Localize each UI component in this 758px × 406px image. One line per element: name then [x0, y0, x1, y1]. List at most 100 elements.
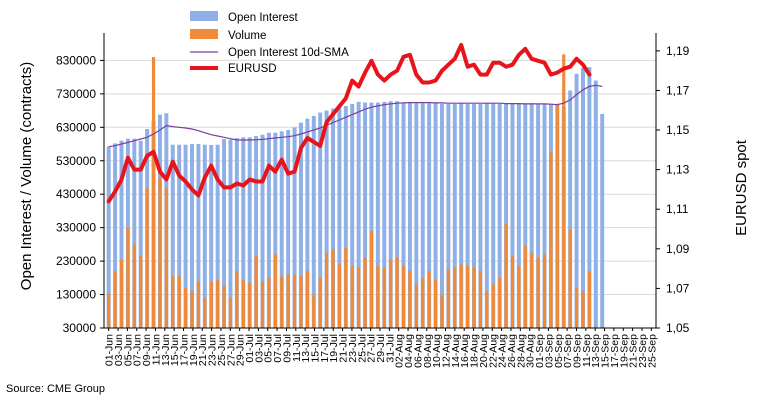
volume-bar: [421, 277, 425, 328]
volume-bar: [568, 229, 572, 328]
volume-bar: [344, 247, 348, 328]
x-tick-label: 09-Jun: [141, 334, 153, 366]
x-tick-label: 22-Aug: [487, 334, 499, 368]
volume-bar: [177, 276, 181, 328]
volume-bar: [472, 267, 476, 328]
volume-bar: [228, 297, 233, 328]
x-tick-label: 12-Aug: [440, 334, 452, 368]
x-tick-label: 04-Aug: [403, 334, 415, 368]
volume-bar: [267, 277, 271, 328]
open-interest-bar: [305, 118, 310, 328]
volume-bar: [190, 291, 194, 328]
open-interest-bar: [228, 139, 233, 328]
x-tick-label: 11-Jul: [291, 334, 303, 362]
open-interest-bar: [382, 101, 387, 329]
open-interest-bar: [331, 108, 335, 328]
open-interest-bar: [286, 129, 291, 328]
x-tick-label: 10-Aug: [431, 334, 443, 368]
volume-bar: [427, 271, 431, 328]
volume-bar: [504, 224, 508, 328]
y-tick-label: 830000: [56, 53, 96, 67]
volume-bar: [324, 252, 329, 328]
y2-tick-label: 1,13: [666, 163, 690, 177]
volume-bar: [369, 231, 374, 328]
x-tick-label: 30-Aug: [525, 334, 537, 368]
volume-bar: [530, 252, 534, 328]
volume-bar: [517, 266, 521, 328]
x-tick-label: 27-Jun: [225, 334, 237, 366]
x-tick-label: 17-Jun: [179, 334, 191, 366]
y2-tick-label: 1,17: [666, 83, 690, 97]
open-interest-bar: [363, 102, 368, 328]
volume-bar: [286, 274, 290, 328]
volume-bar: [312, 294, 316, 328]
open-interest-bar: [241, 137, 246, 328]
x-tick-label: 17-Jul: [319, 334, 331, 363]
open-interest-bar: [375, 102, 380, 328]
open-interest-bar: [446, 103, 451, 329]
volume-bar: [235, 271, 239, 328]
volume-bar: [145, 187, 149, 328]
legend-label-volume: Volume: [228, 30, 266, 42]
volume-bar: [459, 264, 463, 328]
volume-bar: [389, 259, 393, 328]
x-tick-label: 19-Sep: [618, 334, 630, 368]
open-interest-bar: [247, 137, 252, 328]
volume-bar: [376, 266, 380, 328]
open-interest-bar: [369, 102, 374, 328]
volume-bar: [222, 286, 226, 328]
open-interest-bar: [536, 103, 541, 329]
volume-bar: [299, 276, 303, 328]
open-interest-bar: [183, 144, 188, 328]
open-interest-bar: [420, 103, 425, 328]
open-interest-bar: [215, 144, 220, 328]
volume-bar: [337, 264, 342, 328]
x-tick-label: 26-Aug: [506, 334, 518, 368]
y-tick-label: 430000: [56, 187, 96, 201]
y2-tick-label: 1,15: [666, 123, 690, 137]
open-interest-bar: [510, 103, 515, 328]
volume-bar: [196, 281, 201, 328]
x-tick-label: 28-Aug: [515, 334, 527, 368]
volume-bar: [183, 287, 188, 328]
x-tick-label: 01-Jul: [244, 334, 256, 363]
volume-bar: [440, 294, 444, 328]
volume-bar: [292, 274, 297, 328]
open-interest-bar: [196, 144, 201, 328]
volume-bar: [555, 103, 559, 329]
x-tick-label: 24-Aug: [497, 334, 509, 368]
open-interest-bar: [132, 138, 137, 328]
open-interest-bar: [273, 132, 278, 328]
open-interest-bar: [580, 67, 585, 329]
x-tick-label: 13-Jun: [160, 334, 172, 366]
x-axis-ticks: 01-Jun03-Jun05-Jun07-Jun09-Jun11-Jun13-J…: [104, 328, 658, 368]
x-tick-label: 16-Aug: [459, 334, 471, 368]
x-tick-label: 07-Sep: [562, 334, 574, 368]
volume-bar: [523, 246, 527, 328]
volume-bar: [318, 277, 322, 328]
x-tick-label: 29-Jul: [375, 334, 387, 363]
x-tick-label: 05-Jun: [122, 334, 134, 366]
open-interest-bar: [574, 73, 579, 328]
open-interest-bar: [401, 102, 406, 328]
volume-bar: [478, 271, 483, 328]
open-interest-bar: [292, 127, 297, 328]
open-interest-bar: [491, 103, 496, 328]
open-interest-bar: [190, 144, 194, 328]
y-axis-right-ticks: 1,19 1,17 1,15 1,13 1,11 1,09 1,07 1,05: [656, 44, 690, 335]
open-interest-bar: [529, 103, 534, 328]
open-interest-bar: [478, 103, 483, 329]
volume-bar: [280, 276, 284, 328]
open-interest-bar: [356, 101, 361, 329]
open-interest-bar: [472, 103, 477, 329]
volume-bar: [119, 259, 124, 328]
volume-bar: [510, 256, 515, 328]
volume-bar: [126, 227, 130, 328]
x-tick-label: 01-Sep: [534, 334, 546, 368]
volume-bar: [241, 279, 245, 328]
y-tick-label: 730000: [56, 87, 96, 101]
open-interest-bar: [202, 144, 207, 328]
volume-bar: [587, 271, 591, 328]
x-tick-label: 03-Sep: [543, 334, 555, 368]
volume-bars: [107, 54, 591, 329]
